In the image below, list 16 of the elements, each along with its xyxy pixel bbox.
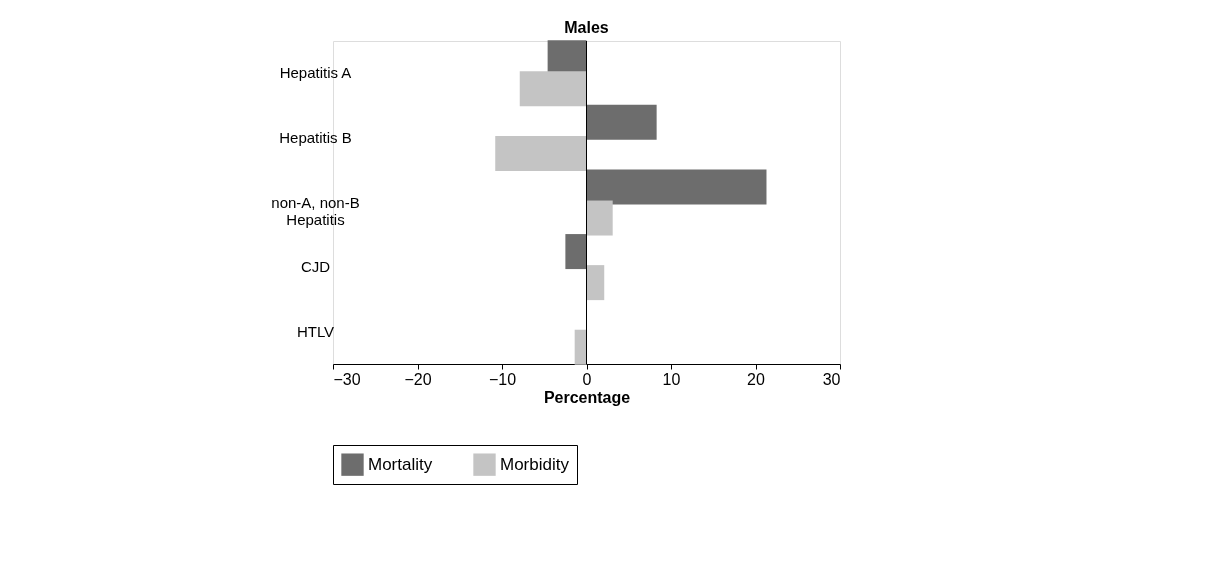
legend-label: Morbidity xyxy=(500,454,570,474)
x-tick-label: 10 xyxy=(662,370,681,388)
chart-title: Males xyxy=(564,19,609,37)
x-tick-label: −10 xyxy=(488,370,517,388)
y-tick-label: CJD xyxy=(300,258,331,276)
x-tick-label: 20 xyxy=(747,370,765,388)
y-tick-label: HTLV xyxy=(296,322,335,340)
legend-label: Mortality xyxy=(368,454,433,474)
x-tick-label: −20 xyxy=(404,370,432,388)
y-tick-label: non-A, non-B Hepatitis xyxy=(271,193,360,228)
x-tick-label: 30 xyxy=(822,370,841,388)
x-tick-label: 0 xyxy=(582,370,592,388)
x-tick-label: −30 xyxy=(333,370,361,388)
y-tick-label: Hepatitis B xyxy=(279,128,352,146)
x-axis-title: Percentage xyxy=(543,388,631,406)
y-tick-label: Hepatitis A xyxy=(279,64,352,82)
